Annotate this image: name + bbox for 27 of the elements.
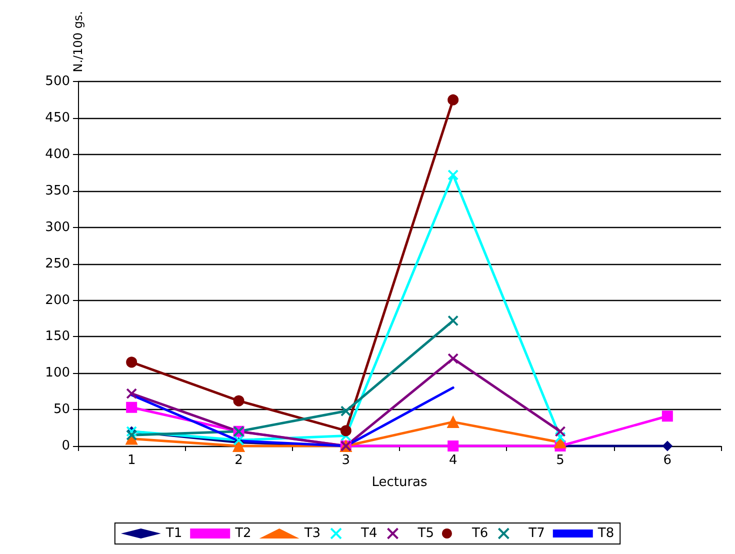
x-tick-label: 5 xyxy=(556,453,564,468)
y-tick-label: 400 xyxy=(45,147,70,162)
legend-label: T6 xyxy=(470,526,488,541)
y-tick-label: 50 xyxy=(53,402,70,418)
legend-label: T8 xyxy=(596,526,614,541)
y-tick-label: 200 xyxy=(45,292,70,308)
legend-label: T5 xyxy=(416,526,434,541)
x-tick-label: 2 xyxy=(234,453,243,468)
y-tick-label: 300 xyxy=(45,220,70,235)
y-tick-label: 500 xyxy=(45,74,70,90)
y-axis-title: N./100 gs. xyxy=(71,10,85,72)
y-tick-label: 350 xyxy=(45,183,70,198)
x-tick-label: 1 xyxy=(127,453,136,468)
x-tick-label: 6 xyxy=(663,453,672,468)
y-tick-label: 100 xyxy=(45,366,70,381)
x-axis-title: Lecturas xyxy=(372,475,428,490)
legend-label: T2 xyxy=(234,526,252,541)
legend-label: T4 xyxy=(360,526,378,541)
y-tick-label: 150 xyxy=(45,329,70,344)
x-tick-label: 4 xyxy=(448,453,458,468)
legend-label: T1 xyxy=(164,526,182,541)
legend-label: T3 xyxy=(303,526,321,541)
y-tick-label: 0 xyxy=(62,438,70,454)
legend-label: T7 xyxy=(528,526,545,541)
y-tick-label: 250 xyxy=(45,256,70,272)
y-tick-label: 450 xyxy=(45,110,70,126)
x-tick-label: 3 xyxy=(342,453,350,468)
